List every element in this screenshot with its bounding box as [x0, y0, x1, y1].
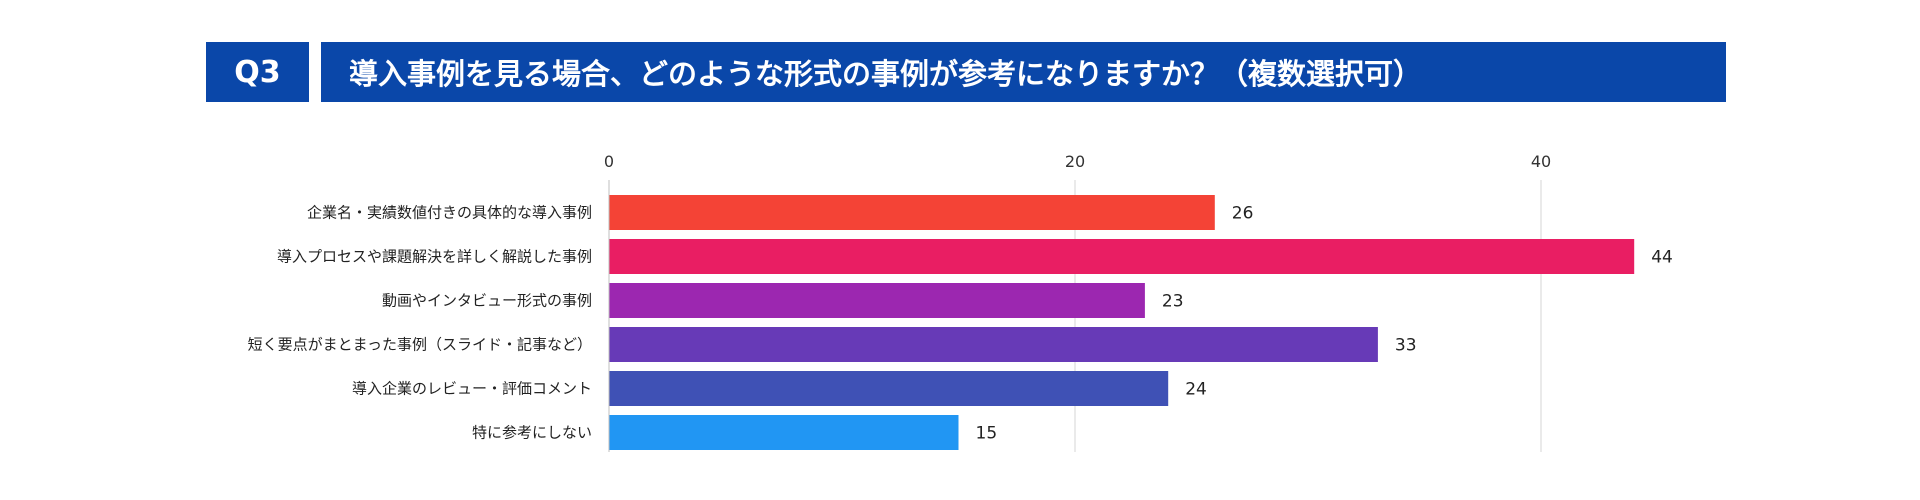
category-label: 特に参考にしない	[472, 424, 592, 442]
data-label: 26	[1232, 204, 1254, 224]
category-label: 導入プロセスや課題解決を詳しく解説した事例	[277, 248, 592, 266]
bar-5	[609, 371, 1169, 406]
bar-4	[609, 327, 1378, 362]
x-tick-label: 40	[1531, 152, 1551, 171]
x-tick-label: 0	[604, 152, 614, 171]
data-label: 23	[1162, 292, 1184, 312]
question-number-badge: Q3	[206, 42, 309, 102]
bar-2	[609, 239, 1635, 274]
question-title: 導入事例を見る場合、どのような形式の事例が参考になりますか？（複数選択可）	[321, 42, 1726, 102]
bar-3	[609, 283, 1145, 318]
data-label: 33	[1395, 336, 1417, 356]
data-label: 15	[976, 424, 998, 444]
x-tick-label: 20	[1065, 152, 1085, 171]
data-label: 24	[1185, 380, 1207, 400]
bar-6	[609, 415, 959, 450]
category-label: 動画やインタビュー形式の事例	[382, 292, 592, 310]
bar-1	[609, 195, 1215, 230]
category-label: 短く要点がまとまった事例（スライド・記事など）	[248, 336, 592, 354]
category-label: 導入企業のレビュー・評価コメント	[352, 380, 592, 398]
data-label: 44	[1651, 248, 1673, 268]
category-label: 企業名・実績数値付きの具体的な導入事例	[307, 204, 592, 222]
question-header: Q3 導入事例を見る場合、どのような形式の事例が参考になりますか？（複数選択可）	[206, 42, 1726, 102]
